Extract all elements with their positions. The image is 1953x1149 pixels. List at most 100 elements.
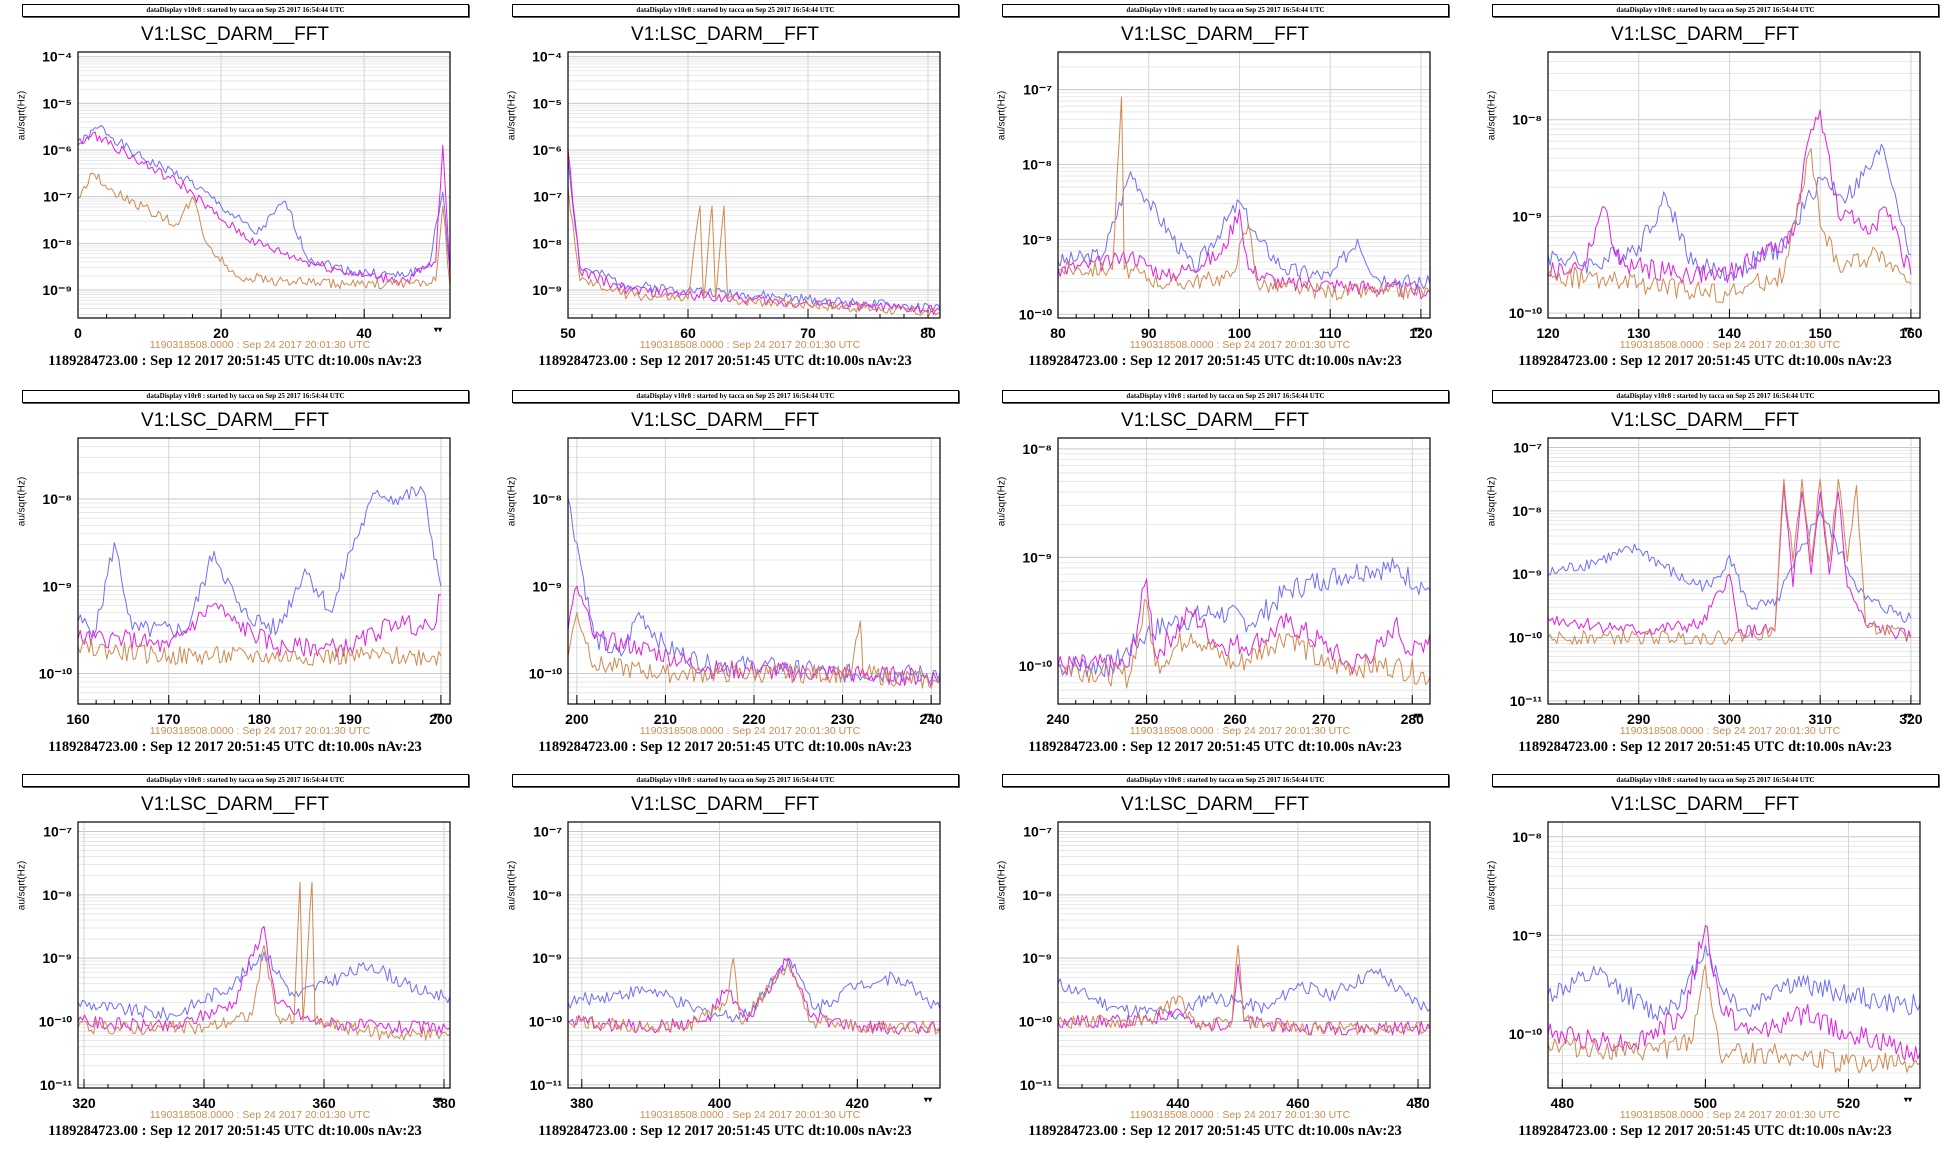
x-tick-label: 110 <box>1319 325 1342 341</box>
axis-marker: ▾▾ <box>1413 711 1423 720</box>
chart-panel: dataDisplay v10r8 : started by tacca on … <box>980 0 1450 375</box>
y-tick-label: 10⁻⁹ <box>42 578 72 594</box>
x-tick-label: 380 <box>432 1095 456 1111</box>
x-tick-label: 120 <box>1409 325 1433 341</box>
chart-title: V1:LSC_DARM__FFT <box>631 794 819 815</box>
reference-timestamp: 1190318508.0000 : Sep 24 2017 20:01:30 U… <box>639 725 861 737</box>
chart-title: V1:LSC_DARM__FFT <box>631 24 819 45</box>
y-tick-label: 10⁻¹⁰ <box>1019 1014 1053 1030</box>
acquisition-timestamp: 1189284723.00 : Sep 12 2017 20:51:45 UTC… <box>1518 739 1892 755</box>
plot-frame <box>1057 437 1431 705</box>
chart-panel: dataDisplay v10r8 : started by tacca on … <box>0 770 470 1145</box>
series-line-orange <box>77 638 442 667</box>
x-tick-label: 140 <box>1718 325 1742 341</box>
x-tick-label: 200 <box>565 711 589 727</box>
reference-timestamp: 1190318508.0000 : Sep 24 2017 20:01:30 U… <box>1129 339 1351 351</box>
plot-svg: 10⁻¹⁰ 10⁻⁹ 10⁻⁸ 120 130 140 150 160▾▾ <box>1509 51 1923 341</box>
y-tick-label: 10⁻⁷ <box>533 189 562 205</box>
series-line-orange <box>1057 96 1431 301</box>
y-tick-label: 10⁻¹¹ <box>530 1077 563 1093</box>
series-line-blue <box>1547 944 1921 1021</box>
y-tick-label: 10⁻¹⁰ <box>39 1014 73 1030</box>
y-tick-label: 10⁻⁹ <box>532 578 562 594</box>
series-line-blue <box>567 498 941 683</box>
plot-frame <box>1057 821 1431 1089</box>
banner-bar: dataDisplay v10r8 : started by tacca on … <box>512 774 959 787</box>
series-line-blue <box>567 957 941 1023</box>
reference-timestamp: 1190318508.0000 : Sep 24 2017 20:01:30 U… <box>149 1109 371 1121</box>
reference-timestamp: 1190318508.0000 : Sep 24 2017 20:01:30 U… <box>639 339 861 351</box>
series-line-orange <box>1547 478 1912 645</box>
y-tick-label: 10⁻⁹ <box>532 950 562 966</box>
acquisition-timestamp: 1189284723.00 : Sep 12 2017 20:51:45 UTC… <box>48 739 422 755</box>
y-tick-label: 10⁻¹⁰ <box>1019 658 1053 674</box>
x-tick-label: 480 <box>1406 1095 1430 1111</box>
banner-bar: dataDisplay v10r8 : started by tacca on … <box>512 390 959 403</box>
x-tick-label: 280 <box>1401 711 1425 727</box>
x-tick-label: 500 <box>1694 1095 1718 1111</box>
banner-bar: dataDisplay v10r8 : started by tacca on … <box>1002 390 1449 403</box>
axis-marker: ▾▾ <box>923 711 933 720</box>
y-tick-label: 10⁻¹⁰ <box>39 665 73 681</box>
x-tick-label: 340 <box>192 1095 216 1111</box>
plot-svg: 10⁻¹¹ 10⁻¹⁰ 10⁻⁹ 10⁻⁸ 10⁻⁷ 320 340 360 380▾▾ <box>39 821 456 1111</box>
y-tick-label: 10⁻¹¹ <box>1020 1077 1053 1093</box>
y-tick-label: 10⁻⁷ <box>43 824 72 840</box>
chart-title: V1:LSC_DARM__FFT <box>1611 794 1799 815</box>
banner-bar: dataDisplay v10r8 : started by tacca on … <box>512 4 959 17</box>
axis-marker: ▾▾ <box>1903 711 1913 720</box>
acquisition-timestamp: 1189284723.00 : Sep 12 2017 20:51:45 UTC… <box>538 353 912 369</box>
y-tick-label: 10⁻¹⁰ <box>529 665 563 681</box>
x-tick-label: 320 <box>72 1095 96 1111</box>
series-line-magenta <box>1547 924 1921 1062</box>
x-tick-label: 170 <box>157 711 181 727</box>
y-tick-label: 10⁻⁶ <box>43 142 72 158</box>
x-tick-label: 520 <box>1837 1095 1861 1111</box>
chart-title: V1:LSC_DARM__FFT <box>1121 410 1309 431</box>
plot-frame <box>567 437 941 705</box>
x-tick-label: 20 <box>213 325 229 341</box>
series-line-magenta <box>1547 485 1912 642</box>
y-tick-label: 10⁻⁸ <box>532 235 562 251</box>
plot-frame <box>567 51 941 319</box>
plot-frame <box>77 821 451 1089</box>
plot-svg: 10⁻¹⁰ 10⁻⁹ 10⁻⁸ 480 500 520 ▾▾ <box>1509 821 1921 1111</box>
series-line-blue <box>77 125 451 279</box>
x-tick-label: 260 <box>1223 711 1247 727</box>
series-line-orange <box>567 611 941 689</box>
y-tick-label: 10⁻¹⁰ <box>1509 1026 1543 1042</box>
reference-timestamp: 1190318508.0000 : Sep 24 2017 20:01:30 U… <box>1129 1109 1351 1121</box>
series-line-blue <box>1057 968 1431 1020</box>
x-tick-label: 360 <box>312 1095 336 1111</box>
chart-title: V1:LSC_DARM__FFT <box>1611 24 1799 45</box>
x-tick-label: 60 <box>680 325 696 341</box>
acquisition-timestamp: 1189284723.00 : Sep 12 2017 20:51:45 UTC… <box>48 1123 422 1139</box>
banner-bar: dataDisplay v10r8 : started by tacca on … <box>22 774 469 787</box>
series-line-blue <box>77 951 451 1021</box>
y-tick-label: 10⁻⁹ <box>1512 927 1542 943</box>
y-tick-label: 10⁻⁶ <box>533 142 562 158</box>
series-line-orange <box>1547 148 1912 303</box>
y-tick-label: 10⁻⁸ <box>42 491 72 507</box>
y-tick-label: 10⁻⁸ <box>1022 887 1052 903</box>
plot-svg: 10⁻¹¹ 10⁻¹⁰ 10⁻⁹ 10⁻⁸ 10⁻⁷ 280 290 300 310 320▾▾ <box>1509 437 1923 727</box>
y-tick-label: 10⁻⁸ <box>1022 156 1052 172</box>
x-tick-label: 50 <box>560 325 576 341</box>
x-tick-label: 150 <box>1809 325 1833 341</box>
series-line-magenta <box>567 957 941 1035</box>
plot-frame <box>77 437 451 705</box>
x-tick-label: 70 <box>800 325 816 341</box>
plot-frame <box>1057 51 1431 319</box>
series-line-magenta <box>77 926 451 1036</box>
plot-svg: 10⁻⁹ 10⁻⁸ 10⁻⁷ 10⁻⁶ 10⁻⁵ 10⁻⁴ 0 20 40 ▾▾ <box>42 49 451 341</box>
x-tick-label: 440 <box>1166 1095 1190 1111</box>
chart-panel: dataDisplay v10r8 : started by tacca on … <box>1470 0 1940 375</box>
x-tick-label: 290 <box>1627 711 1651 727</box>
chart-panel: dataDisplay v10r8 : started by tacca on … <box>980 386 1450 761</box>
y-tick-label: 10⁻⁸ <box>1512 112 1542 128</box>
y-tick-label: 10⁻⁸ <box>1022 441 1052 457</box>
plot-svg: 10⁻⁹ 10⁻⁸ 10⁻⁷ 10⁻⁶ 10⁻⁵ 10⁻⁴ 50 60 70 80▾▾ <box>532 49 941 341</box>
y-tick-label: 10⁻⁸ <box>42 887 72 903</box>
plot-svg: 10⁻¹⁰ 10⁻⁹ 10⁻⁸ 200 210 220 230 240▾▾ <box>529 437 943 727</box>
